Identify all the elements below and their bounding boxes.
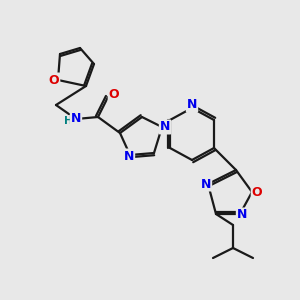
Text: O: O <box>252 185 262 199</box>
Text: O: O <box>49 74 59 86</box>
Text: N: N <box>201 178 211 190</box>
Text: N: N <box>160 121 170 134</box>
Text: O: O <box>109 88 119 101</box>
Text: N: N <box>124 149 134 163</box>
Text: H: H <box>64 116 72 126</box>
Text: N: N <box>71 112 81 125</box>
Text: N: N <box>237 208 247 221</box>
Text: N: N <box>187 98 197 112</box>
